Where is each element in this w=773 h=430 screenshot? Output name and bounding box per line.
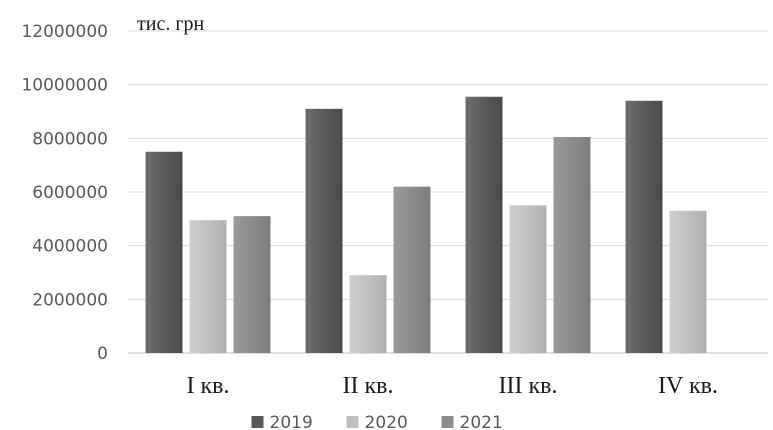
- bar-2021-3: [553, 136, 591, 353]
- legend-label: 2021: [460, 413, 503, 430]
- axis-labels: 0 2000000 4000000 6000000 8000000 10000000 120…: [21, 22, 717, 399]
- bar-2020-1: [189, 220, 227, 353]
- legend-label: 2019: [270, 413, 313, 430]
- y-tick-label: 2000000: [32, 290, 108, 310]
- legend-swatch-2020: [346, 416, 359, 428]
- legend: 2019 2020 2021: [251, 413, 503, 430]
- bar-2020-2: [349, 275, 387, 353]
- legend-label: 2020: [365, 413, 408, 430]
- y-tick-label: 8000000: [32, 129, 108, 149]
- bars: [145, 96, 707, 354]
- x-category-label: I кв.: [187, 373, 230, 399]
- bar-2019-3: [465, 96, 503, 353]
- bar-2020-4: [669, 210, 707, 353]
- y-tick-label: 10000000: [21, 76, 108, 96]
- unit-label: тис. грн: [137, 13, 205, 35]
- bar-2019-4: [625, 100, 663, 354]
- legend-swatch-2021: [441, 416, 454, 428]
- y-tick-label: 6000000: [32, 183, 108, 203]
- y-tick-label: 0: [97, 344, 108, 364]
- bar-2021-2: [393, 186, 431, 353]
- x-category-label: III кв.: [499, 373, 558, 399]
- x-category-label: IV кв.: [658, 373, 718, 399]
- bar-2021-1: [233, 216, 271, 353]
- y-tick-label: 4000000: [32, 237, 108, 257]
- bar-2019-2: [305, 108, 343, 353]
- legend-swatch-2019: [251, 416, 264, 428]
- bar-2020-3: [509, 205, 547, 353]
- bar-2019-1: [145, 151, 183, 353]
- y-tick-label: 12000000: [21, 22, 108, 42]
- x-category-label: II кв.: [343, 373, 394, 399]
